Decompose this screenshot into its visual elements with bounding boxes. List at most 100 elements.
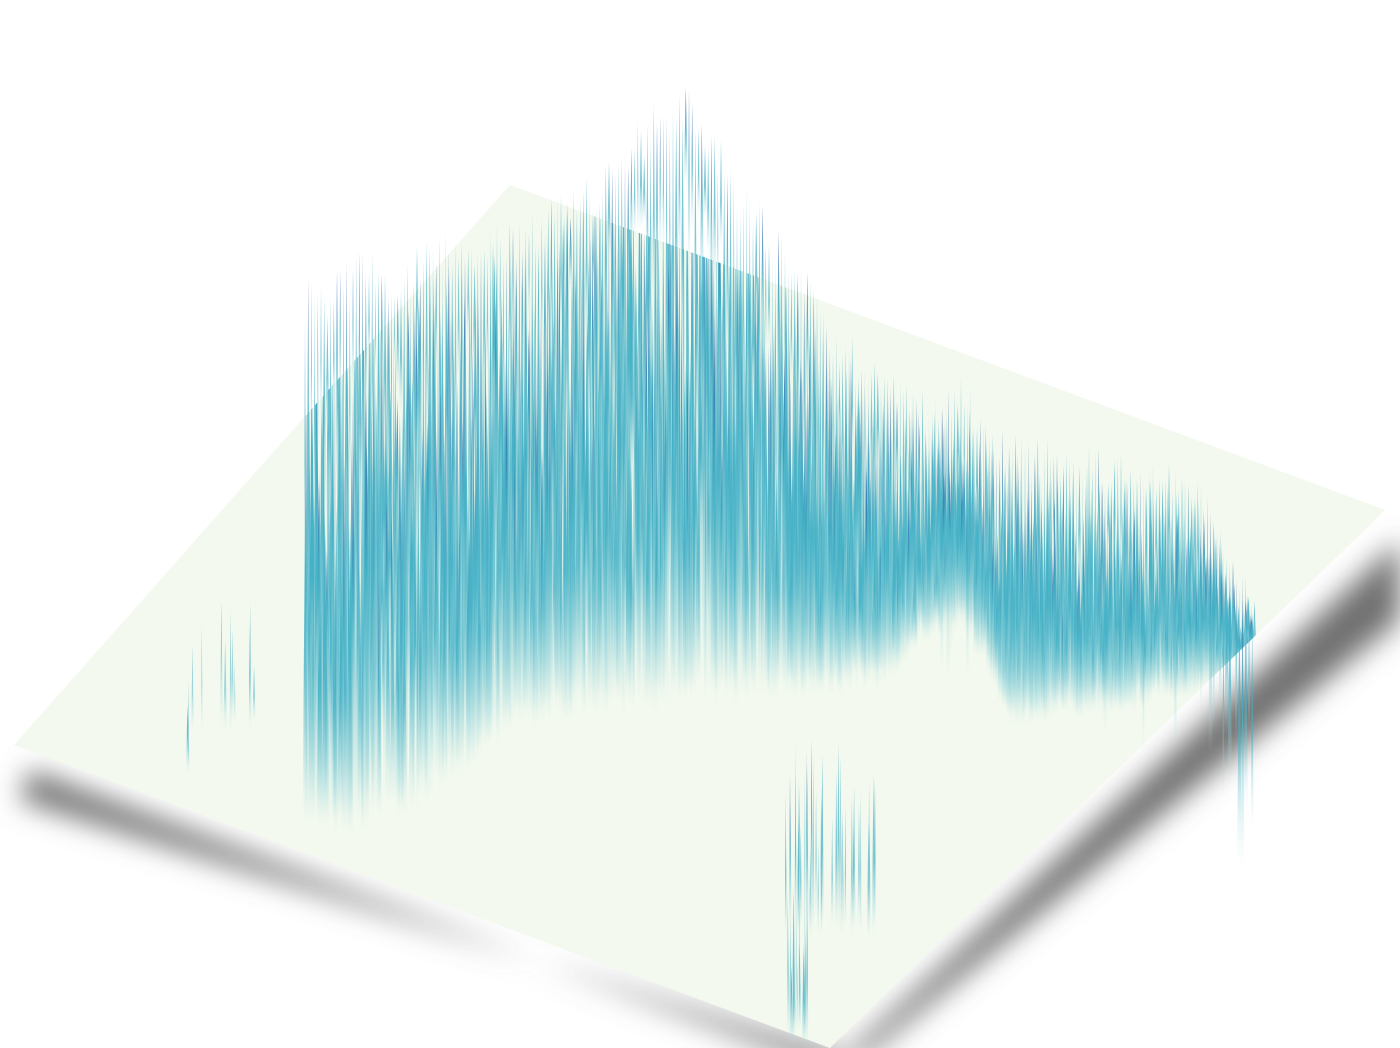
elevation-spike	[219, 601, 223, 728]
elevation-spike	[339, 270, 342, 406]
elevation-spike	[1026, 442, 1030, 667]
elevation-spike	[690, 103, 694, 232]
elevation-spike	[902, 391, 905, 532]
elevation-spike	[852, 829, 855, 927]
elevation-spike	[892, 374, 896, 490]
elevation-spike	[1085, 483, 1087, 614]
elevation-spike	[1070, 473, 1076, 616]
elevation-spike	[303, 320, 307, 575]
elevation-spike	[811, 289, 817, 542]
elevation-spike	[371, 409, 376, 768]
elevation-spike	[1222, 548, 1225, 801]
elevation-spike	[412, 281, 416, 463]
elevation-spike	[998, 456, 1001, 588]
elevation-spike	[859, 790, 862, 937]
elevation-spike	[454, 242, 457, 460]
elevation-spike	[808, 279, 813, 527]
elevation-spike	[924, 427, 928, 563]
elevation-spike	[1187, 482, 1190, 607]
elevation-spike	[306, 277, 310, 577]
elevation-spike	[187, 716, 190, 775]
elevation-spike	[470, 247, 473, 421]
elevation-spike	[697, 126, 700, 217]
elevation-spike	[610, 169, 615, 393]
elevation-spike	[988, 436, 991, 660]
elevation-spike	[393, 294, 396, 367]
elevation-spike	[556, 194, 559, 459]
elevation-spike	[659, 116, 662, 252]
elevation-spike	[552, 212, 557, 430]
elevation-spike	[803, 769, 805, 939]
elevation-spike	[866, 821, 871, 938]
elevation-spike	[1109, 487, 1114, 712]
elevation-spike	[703, 146, 707, 221]
elevation-spike	[754, 212, 759, 329]
elevation-spike	[633, 147, 636, 236]
elevation-spike	[1230, 561, 1236, 661]
elevation-spike	[413, 554, 418, 716]
elevation-spike	[390, 293, 393, 491]
elevation-spike	[963, 404, 966, 490]
elevation-spike	[995, 457, 998, 614]
elevation-spike	[636, 121, 639, 234]
elevation-spike	[1174, 469, 1177, 755]
elevation-spike	[1023, 447, 1027, 670]
elevation-spike	[1067, 461, 1072, 703]
elevation-spike	[594, 205, 598, 426]
elevation-spike	[1147, 474, 1152, 655]
elevation-spike	[652, 104, 656, 309]
elevation-spike	[614, 173, 617, 334]
elevation-spike	[800, 268, 802, 484]
elevation-spike	[791, 887, 796, 1039]
elevation-spike	[528, 233, 530, 320]
elevation-spike	[838, 362, 841, 442]
elevation-spike	[642, 155, 647, 223]
elevation-spike	[774, 262, 777, 472]
elevation-spike	[882, 375, 887, 550]
elevation-spike	[677, 213, 682, 517]
elevation-spike	[780, 233, 783, 482]
elevation-spike	[850, 335, 854, 465]
elevation-spike	[764, 245, 767, 357]
elevation-spike	[776, 230, 781, 401]
elevation-spike	[601, 190, 605, 406]
elevation-spike	[230, 628, 235, 723]
elevation-spike	[355, 253, 358, 469]
elevation-spike	[834, 771, 838, 932]
elevation-spike	[848, 348, 850, 587]
elevation-spike	[655, 123, 659, 310]
elevation-spike	[742, 202, 745, 409]
elevation-spike	[918, 425, 921, 497]
elevation-spike	[546, 209, 550, 358]
elevation-spike	[795, 898, 798, 1036]
elevation-spike	[335, 270, 339, 454]
elevation-spike	[479, 251, 483, 518]
elevation-spike	[788, 937, 790, 1036]
elevation-spike	[606, 311, 611, 474]
elevation-spike	[1164, 476, 1168, 638]
elevation-spike	[671, 108, 675, 377]
elevation-spike	[1033, 453, 1037, 607]
elevation-spike	[687, 89, 691, 271]
elevation-spike	[1128, 468, 1133, 610]
elevation-spike	[784, 788, 787, 938]
elevation-spike	[792, 937, 795, 1048]
elevation-spike	[347, 468, 350, 770]
elevation-spike	[920, 388, 925, 568]
elevation-spike	[717, 169, 719, 291]
elevation-spike	[417, 279, 423, 471]
elevation-spike	[827, 348, 832, 527]
elevation-spike	[1189, 496, 1194, 616]
elevation-spike	[1208, 512, 1213, 752]
elevation-spike	[907, 409, 912, 532]
elevation-spike	[793, 270, 797, 443]
elevation-spike	[549, 198, 554, 363]
elevation-spike	[836, 742, 840, 921]
elevation-spike	[971, 427, 976, 606]
elevation-spike	[389, 485, 394, 802]
elevation-spike	[1097, 448, 1100, 580]
elevation-spike	[358, 345, 362, 583]
elevation-spike	[991, 447, 995, 567]
elevation-spike	[709, 135, 713, 311]
elevation-spike	[1094, 451, 1097, 672]
